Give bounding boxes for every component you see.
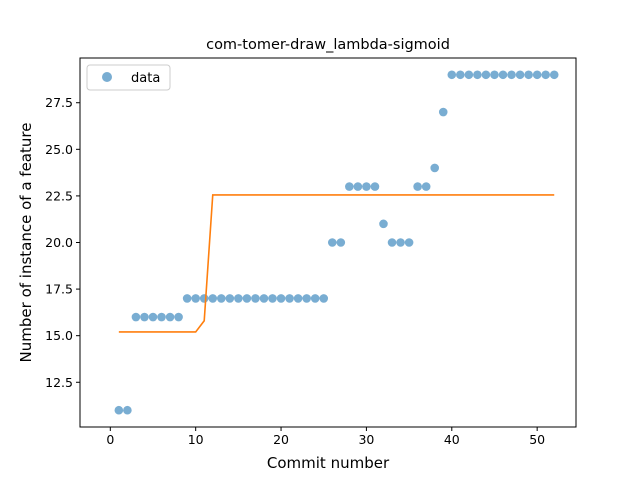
x-tick-label: 30 [358, 432, 374, 447]
data-point [515, 70, 525, 80]
data-point [541, 70, 550, 80]
data-point [387, 238, 397, 247]
data-point [182, 294, 192, 303]
x-tick-label: 20 [273, 432, 289, 447]
data-point [165, 312, 175, 322]
data-point [114, 405, 124, 415]
data-point [123, 405, 132, 415]
legend-label-data: data [131, 71, 160, 86]
data-point [481, 70, 491, 80]
fit-line [118, 194, 555, 333]
legend-marker-data [102, 72, 112, 82]
data-point [225, 294, 235, 303]
data-point [276, 294, 286, 303]
data-point [456, 70, 465, 80]
data-point [345, 182, 354, 191]
data-point [191, 294, 200, 303]
chart-title: com-tomer-draw_lambda-sigmoid [206, 37, 450, 53]
data-point [199, 294, 209, 303]
data-point [447, 70, 457, 80]
data-point [157, 312, 166, 322]
y-tick-label: 17.5 [45, 282, 73, 297]
data-point [259, 294, 269, 303]
y-tick-label: 22.5 [45, 188, 73, 203]
legend: data [86, 64, 171, 91]
x-tick-label: 40 [444, 432, 460, 447]
data-point [208, 294, 218, 303]
x-axis-label: Commit number [267, 454, 390, 472]
data-point [251, 294, 260, 303]
data-point [370, 182, 380, 191]
data-point [353, 182, 363, 191]
y-tick-label: 15.0 [45, 328, 73, 343]
data-point [362, 182, 371, 191]
data-point [327, 238, 337, 247]
y-tick-label: 12.5 [45, 375, 73, 390]
data-point [413, 182, 422, 191]
data-point [131, 312, 141, 322]
data-point [285, 294, 294, 303]
data-point [532, 70, 542, 80]
data-point [336, 238, 346, 247]
data-point [293, 294, 303, 303]
data-point [396, 238, 405, 247]
data-point [302, 294, 311, 303]
data-point [473, 70, 482, 80]
y-tick-label: 25.0 [45, 142, 73, 157]
data-point [490, 70, 499, 80]
data-point [438, 107, 448, 117]
data-point [319, 294, 329, 303]
data-point [174, 312, 183, 322]
x-tick-label: 50 [529, 432, 545, 447]
data-point [404, 238, 414, 247]
y-axis-label: Number of instance of a feature [17, 123, 35, 363]
data-point [216, 294, 226, 303]
y-tick-label: 27.5 [45, 95, 73, 110]
data-point [310, 294, 320, 303]
data-point [524, 70, 533, 80]
data-point [242, 294, 252, 303]
data-point [507, 70, 516, 80]
legend-box [86, 64, 171, 91]
data-point [498, 70, 508, 80]
data-point [421, 182, 431, 191]
data-point [464, 70, 474, 80]
data-point [379, 219, 388, 229]
x-tick-label: 0 [106, 432, 114, 447]
x-tick-label: 10 [188, 432, 204, 447]
y-tick-label: 20.0 [45, 235, 73, 250]
data-point [140, 312, 149, 322]
data-point [148, 312, 158, 322]
data-point [549, 70, 559, 80]
data-point [234, 294, 243, 303]
data-point [268, 294, 277, 303]
data-point [430, 163, 440, 173]
